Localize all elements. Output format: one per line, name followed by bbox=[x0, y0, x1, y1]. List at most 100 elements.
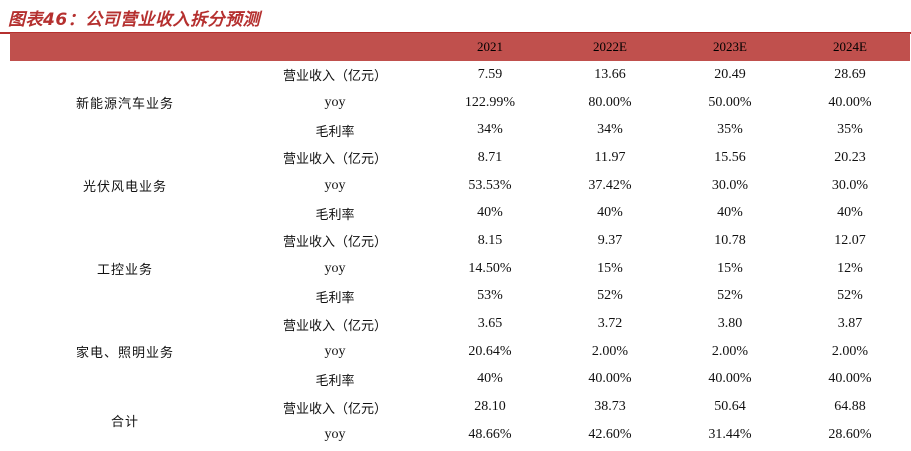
value-cell: 64.88 bbox=[834, 399, 866, 415]
value-cell: 13.66 bbox=[594, 66, 626, 82]
header-segment-cell bbox=[10, 33, 240, 61]
metric-label: 毛利率 bbox=[315, 373, 355, 389]
metric-label: 毛利率 bbox=[315, 290, 355, 306]
figure-title: 图表46：公司营业收入拆分预测 bbox=[8, 10, 261, 30]
table-header: 2021 2022E 2023E 2024E bbox=[10, 33, 910, 61]
table-body: 新能源汽车业务 营业收入（亿元） 7.59 13.66 20.49 28.69 … bbox=[10, 61, 910, 449]
value-cell: 10.78 bbox=[714, 232, 746, 248]
metric-label: 营业收入（亿元） bbox=[282, 401, 387, 417]
table-row: yoy 48.66% 42.60% 31.44% 28.60% bbox=[10, 421, 910, 449]
header-year-2021: 2021 bbox=[477, 39, 503, 54]
segment-name: 工控业务 bbox=[96, 263, 153, 279]
segment-name: 光伏风电业务 bbox=[82, 180, 167, 196]
value-cell: 40% bbox=[597, 205, 623, 221]
value-cell: 15.56 bbox=[714, 149, 746, 165]
value-cell: 3.65 bbox=[477, 316, 503, 332]
table-row: yoy 14.50% 15% 15% 12% bbox=[10, 255, 910, 283]
metric-label: 营业收入（亿元） bbox=[282, 235, 387, 251]
value-cell: 40.00% bbox=[588, 371, 632, 387]
metric-label: yoy bbox=[324, 426, 346, 442]
figure-title-bar: 图表46：公司营业收入拆分预测 bbox=[0, 0, 911, 34]
header-year-2022e: 2022E bbox=[593, 39, 627, 54]
metric-label: 营业收入（亿元） bbox=[282, 69, 387, 85]
value-cell: 50.64 bbox=[714, 399, 746, 415]
value-cell: 3.72 bbox=[597, 316, 623, 332]
metric-label: yoy bbox=[324, 94, 346, 110]
value-cell: 14.50% bbox=[468, 260, 512, 276]
metric-label: 毛利率 bbox=[315, 124, 355, 140]
value-cell: 11.97 bbox=[594, 149, 626, 165]
table-row: 毛利率 34% 34% 35% 35% bbox=[10, 116, 910, 144]
value-cell: 122.99% bbox=[464, 94, 516, 110]
value-cell: 7.59 bbox=[477, 66, 503, 82]
value-cell: 52% bbox=[597, 288, 623, 304]
metric-label: yoy bbox=[324, 343, 346, 359]
value-cell: 35% bbox=[837, 122, 863, 138]
value-cell: 20.23 bbox=[834, 149, 866, 165]
value-cell: 48.66% bbox=[468, 426, 512, 442]
header-year-2023e: 2023E bbox=[713, 39, 747, 54]
value-cell: 15% bbox=[597, 260, 623, 276]
value-cell: 12.07 bbox=[834, 232, 866, 248]
revenue-forecast-table: 2021 2022E 2023E 2024E 新能源汽车业务 营业收入（亿元） … bbox=[10, 33, 910, 449]
header-row: 2021 2022E 2023E 2024E bbox=[10, 33, 910, 61]
header-metric-cell bbox=[240, 33, 430, 61]
value-cell: 53.53% bbox=[468, 177, 512, 193]
table-row: 工控业务 营业收入（亿元） 8.15 9.37 10.78 12.07 bbox=[10, 227, 910, 278]
value-cell: 31.44% bbox=[708, 426, 752, 442]
value-cell: 40.00% bbox=[828, 94, 872, 110]
value-cell: 12% bbox=[837, 260, 863, 276]
segment-name: 家电、照明业务 bbox=[75, 346, 174, 362]
table-row: 光伏风电业务 营业收入（亿元） 8.71 11.97 15.56 20.23 bbox=[10, 144, 910, 195]
value-cell: 20.64% bbox=[468, 343, 512, 359]
value-cell: 40.00% bbox=[708, 371, 752, 387]
value-cell: 20.49 bbox=[714, 66, 746, 82]
value-cell: 34% bbox=[477, 122, 503, 138]
value-cell: 80.00% bbox=[588, 94, 632, 110]
value-cell: 28.60% bbox=[828, 426, 872, 442]
table-row: yoy 20.64% 2.00% 2.00% 2.00% bbox=[10, 338, 910, 366]
value-cell: 15% bbox=[717, 260, 743, 276]
metric-label: 营业收入（亿元） bbox=[282, 152, 387, 168]
table-row: 毛利率 40% 40% 40% 40% bbox=[10, 199, 910, 227]
value-cell: 30.0% bbox=[711, 177, 749, 193]
value-cell: 8.15 bbox=[477, 232, 503, 248]
value-cell: 28.10 bbox=[474, 399, 506, 415]
value-cell: 3.87 bbox=[837, 316, 863, 332]
table-row: 毛利率 53% 52% 52% 52% bbox=[10, 283, 910, 311]
value-cell: 3.80 bbox=[717, 316, 743, 332]
value-cell: 37.42% bbox=[588, 177, 632, 193]
table-row: 家电、照明业务 营业收入（亿元） 3.65 3.72 3.80 3.87 bbox=[10, 310, 910, 361]
value-cell: 42.60% bbox=[588, 426, 632, 442]
value-cell: 52% bbox=[837, 288, 863, 304]
value-cell: 8.71 bbox=[477, 149, 503, 165]
value-cell: 2.00% bbox=[591, 343, 629, 359]
table-row: 新能源汽车业务 营业收入（亿元） 7.59 13.66 20.49 28.69 bbox=[10, 61, 910, 112]
value-cell: 40% bbox=[477, 205, 503, 221]
value-cell: 9.37 bbox=[597, 232, 623, 248]
segment-name: 新能源汽车业务 bbox=[75, 97, 174, 113]
value-cell: 34% bbox=[597, 122, 623, 138]
value-cell: 38.73 bbox=[594, 399, 626, 415]
value-cell: 50.00% bbox=[708, 94, 752, 110]
value-cell: 40% bbox=[837, 205, 863, 221]
value-cell: 28.69 bbox=[834, 66, 866, 82]
metric-label: yoy bbox=[324, 260, 346, 276]
table-row: 毛利率 40% 40.00% 40.00% 40.00% bbox=[10, 366, 910, 394]
metric-label: 毛利率 bbox=[315, 207, 355, 223]
value-cell: 2.00% bbox=[831, 343, 869, 359]
value-cell: 52% bbox=[717, 288, 743, 304]
segment-name: 合计 bbox=[110, 415, 139, 431]
value-cell: 30.0% bbox=[831, 177, 869, 193]
value-cell: 35% bbox=[717, 122, 743, 138]
value-cell: 40% bbox=[717, 205, 743, 221]
value-cell: 40.00% bbox=[828, 371, 872, 387]
value-cell: 53% bbox=[477, 288, 503, 304]
value-cell: 40% bbox=[477, 371, 503, 387]
header-year-2024e: 2024E bbox=[833, 39, 867, 54]
table-row: 合计 营业收入（亿元） 28.10 38.73 50.64 64.88 bbox=[10, 393, 910, 430]
table-row: yoy 122.99% 80.00% 50.00% 40.00% bbox=[10, 89, 910, 117]
metric-label: yoy bbox=[324, 177, 346, 193]
metric-label: 营业收入（亿元） bbox=[282, 318, 387, 334]
value-cell: 2.00% bbox=[711, 343, 749, 359]
